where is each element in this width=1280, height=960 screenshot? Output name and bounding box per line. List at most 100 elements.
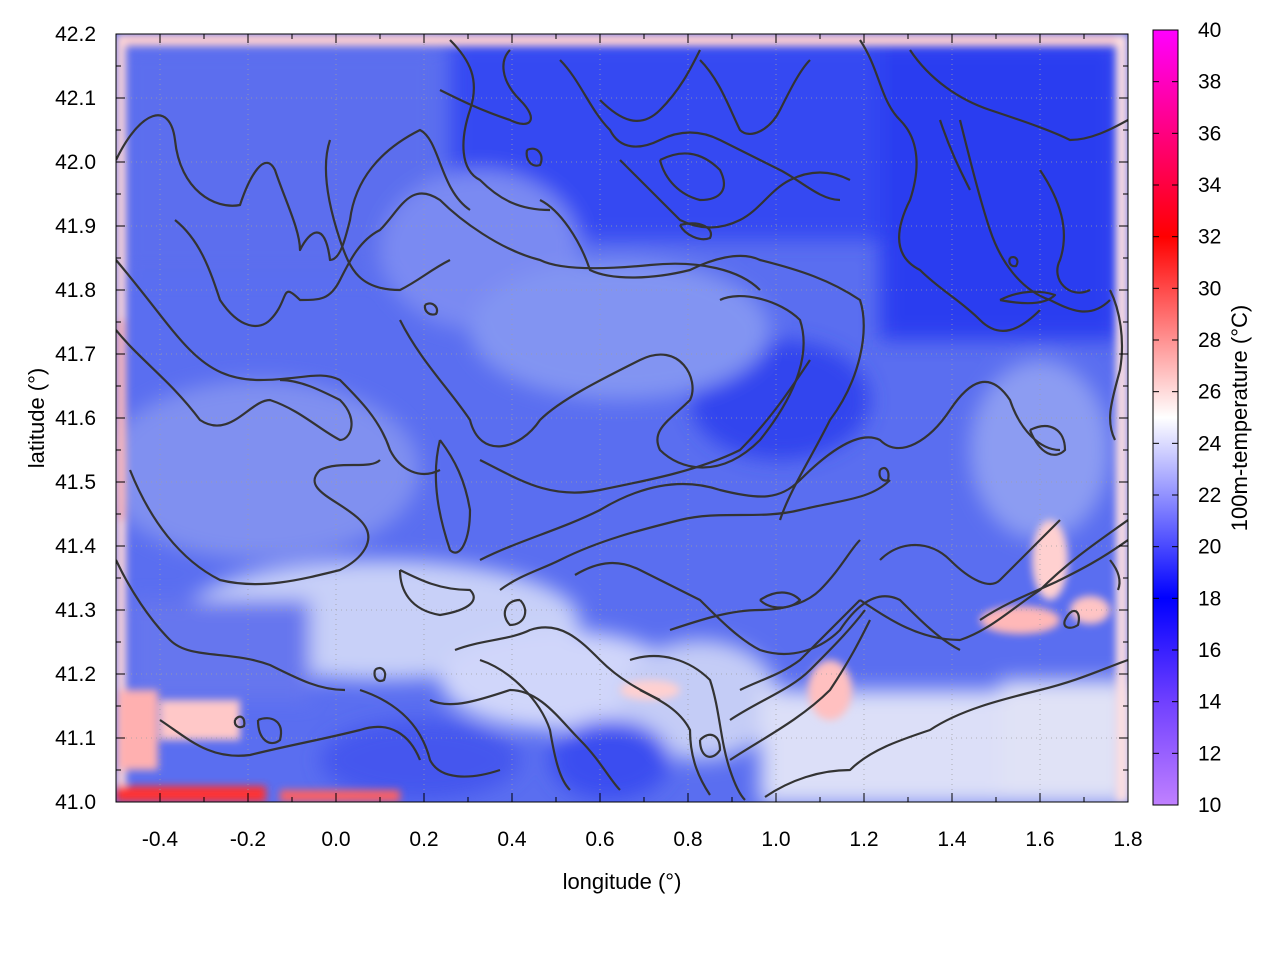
contour-line xyxy=(559,59,841,202)
contour-line xyxy=(1063,609,1080,629)
contour-line xyxy=(679,222,713,241)
contour-line xyxy=(639,689,711,796)
y-axis: 41.0 41.1 41.2 41.3 41.4 41.5 41.6 41.7 41.8 41.9… xyxy=(55,23,1128,814)
colorbar-tick-label: 26 xyxy=(1198,381,1221,404)
contour-line xyxy=(116,114,471,262)
y-tick-label: 42.2 xyxy=(55,23,96,46)
contour-line xyxy=(979,539,1128,621)
contour-line xyxy=(629,655,746,801)
colorbar-tick-label: 32 xyxy=(1198,226,1221,249)
y-tick-label: 42.1 xyxy=(55,87,96,110)
contour-line xyxy=(479,359,811,494)
contour-line xyxy=(116,559,346,692)
y-tick-label: 41.6 xyxy=(55,407,96,430)
colorbar-tick-label: 22 xyxy=(1198,484,1221,507)
contour-line xyxy=(1039,169,1091,294)
contour-line xyxy=(479,658,571,791)
contour-line xyxy=(359,688,501,778)
y-tick-label: 41.4 xyxy=(55,535,96,558)
y-tick-label: 42.0 xyxy=(55,151,96,174)
contour-line xyxy=(1109,559,1121,591)
colorbar-tick-label: 38 xyxy=(1198,71,1221,94)
contour-line xyxy=(759,591,802,609)
contour-line xyxy=(574,561,961,655)
y-tick-label: 41.7 xyxy=(55,343,96,366)
x-tick-label: 0.4 xyxy=(497,828,527,851)
contour-line xyxy=(879,519,1061,585)
contour-line xyxy=(174,192,761,328)
x-axis-title: longitude (°) xyxy=(563,869,682,894)
contour-line xyxy=(479,380,1061,561)
colorbar-tick-label: 16 xyxy=(1198,639,1221,662)
contour-line xyxy=(233,715,246,729)
colorbar-tick-label: 18 xyxy=(1198,587,1221,610)
contour-line xyxy=(539,199,865,521)
contour-line xyxy=(116,259,441,475)
x-tick-label: 1.4 xyxy=(937,828,967,851)
colorbar-tick-label: 30 xyxy=(1198,277,1221,300)
contour-line xyxy=(423,302,439,316)
contour-line xyxy=(159,719,422,761)
y-tick-label: 41.2 xyxy=(55,663,96,686)
contour-line xyxy=(1028,424,1067,456)
contour-line xyxy=(128,459,381,586)
contour-line xyxy=(729,619,871,761)
contour-line xyxy=(599,49,701,122)
contour-line xyxy=(658,152,725,202)
colorbar-tick-label: 34 xyxy=(1198,174,1222,197)
contour-line xyxy=(454,626,661,701)
contour-line xyxy=(698,733,722,758)
x-tick-label: 1.6 xyxy=(1025,828,1054,851)
contour-line xyxy=(878,466,890,482)
contour-line xyxy=(256,717,283,745)
contour-line xyxy=(434,439,472,554)
contour-line xyxy=(859,519,1128,642)
contour-line xyxy=(503,598,527,627)
y-tick-label: 41.1 xyxy=(55,727,96,750)
colorbar-tick-label: 24 xyxy=(1198,432,1222,455)
colorbar-tick-label: 10 xyxy=(1198,794,1221,817)
contour-line xyxy=(999,290,1057,305)
contour-line xyxy=(525,147,543,167)
colorbar-tick-label: 14 xyxy=(1198,691,1222,714)
contour-line xyxy=(429,688,621,791)
x-axis: -0.4 -0.2 0.0 0.2 0.4 0.6 0.8 1.0 1.2 1.4 1.6 1.8 xyxy=(115,34,1143,851)
x-tick-label: 0.2 xyxy=(409,828,438,851)
colorbar-tick-label: 40 xyxy=(1198,19,1221,42)
contour-line xyxy=(499,479,891,591)
contour-line xyxy=(909,49,1128,142)
contour-line xyxy=(739,599,861,691)
y-tick-label: 41.3 xyxy=(55,599,96,622)
colorbar-tick-label: 12 xyxy=(1198,742,1221,765)
contour-line xyxy=(398,569,475,617)
contour-line xyxy=(958,119,1111,313)
contour-line xyxy=(116,329,353,442)
contour-line xyxy=(699,59,811,136)
contour-line xyxy=(439,49,532,125)
x-tick-label: -0.4 xyxy=(142,828,179,851)
colorbar-title: 100m-temperature (°C) xyxy=(1227,305,1252,531)
y-tick-label: 41.8 xyxy=(55,279,96,302)
y-tick-label: 41.5 xyxy=(55,471,96,494)
contour-lines xyxy=(116,39,1128,801)
colorbar-ticks: 10 12 14 16 18 20 22 24 26 28 30 32 34 36 38 40 xyxy=(1153,19,1222,817)
contour-line xyxy=(373,666,387,682)
contour-line xyxy=(938,119,971,191)
contour-line xyxy=(859,39,1041,332)
heatmap-field xyxy=(116,34,1128,802)
x-tick-label: 1.0 xyxy=(761,828,790,851)
contour-line xyxy=(449,39,551,212)
contour-line xyxy=(729,609,866,721)
contour-line xyxy=(619,159,851,229)
x-tick-label: 1.8 xyxy=(1113,828,1142,851)
colorbar-tick-label: 20 xyxy=(1198,536,1221,559)
contour-line xyxy=(1108,289,1124,441)
colorbar-tick-label: 28 xyxy=(1198,329,1221,352)
contour-line xyxy=(324,139,451,292)
y-tick-label: 41.0 xyxy=(55,791,96,814)
x-tick-label: -0.2 xyxy=(230,828,266,851)
contour-line xyxy=(764,658,1128,798)
x-tick-label: 0.0 xyxy=(321,828,350,851)
x-tick-label: 1.2 xyxy=(849,828,878,851)
